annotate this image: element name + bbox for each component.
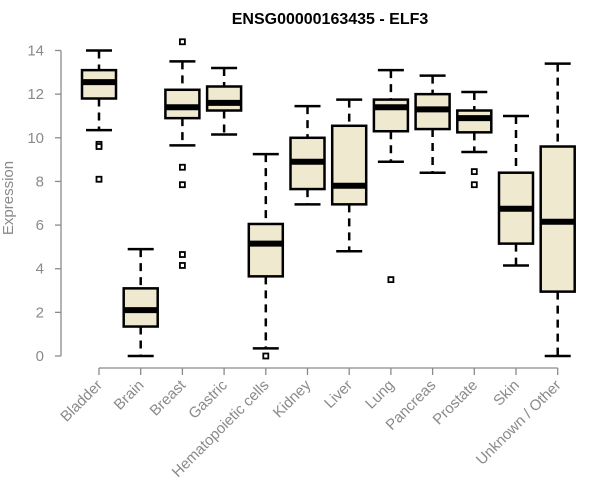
- box-pancreas: [414, 74, 451, 174]
- y-axis-label: Expression: [0, 161, 17, 235]
- y-tick-label: 4: [36, 261, 44, 278]
- box-liver: [330, 98, 368, 253]
- y-tick-label: 14: [27, 43, 44, 60]
- outlier-point: [387, 276, 395, 284]
- y-tick-label: 8: [36, 173, 44, 190]
- y-tick-label: 0: [36, 348, 44, 365]
- y-axis: 0 2 4 6 8 10 12 14: [27, 43, 62, 365]
- box-skin: [497, 114, 535, 267]
- box-hematopoietic-cells: [247, 152, 285, 360]
- x-tick-label: Brain: [111, 377, 148, 414]
- box-prostate: [456, 90, 493, 189]
- box-bladder: [80, 49, 118, 183]
- x-tick-label: Breast: [147, 376, 190, 419]
- y-tick-label: 12: [27, 86, 44, 103]
- x-tick-label: Prostate: [430, 377, 482, 429]
- boxes: [80, 38, 576, 360]
- box-breast: [164, 38, 201, 269]
- outlier-point: [178, 38, 186, 46]
- outlier-point: [95, 143, 103, 150]
- x-tick-label: Lung: [362, 377, 398, 413]
- x-tick-label: Skin: [490, 377, 523, 410]
- chart-title: ENSG00000163435 - ELF3: [232, 11, 429, 28]
- x-tick-label: Liver: [321, 377, 356, 412]
- iqr-box: [330, 124, 368, 206]
- iqr-box: [205, 85, 243, 112]
- x-tick-label: Kidney: [270, 376, 315, 421]
- box-gastric: [205, 66, 243, 136]
- iqr-box: [247, 222, 285, 278]
- outlier-point: [262, 352, 270, 360]
- outlier-point: [178, 181, 186, 189]
- box-brain: [122, 247, 159, 358]
- outlier-point: [470, 168, 478, 176]
- outlier-point: [95, 175, 103, 183]
- x-tick-label: Bladder: [57, 377, 106, 426]
- outlier-point: [178, 251, 186, 258]
- outlier-point: [470, 181, 478, 189]
- y-tick-label: 2: [36, 304, 44, 321]
- outlier-point: [178, 262, 186, 269]
- box-lung: [372, 68, 410, 284]
- y-tick-label: 10: [27, 130, 44, 147]
- box-kidney: [289, 104, 326, 206]
- box-unknown-other: [539, 62, 576, 358]
- y-tick-label: 6: [36, 217, 44, 234]
- iqr-box: [164, 88, 201, 120]
- outlier-point: [178, 163, 186, 171]
- iqr-box: [456, 109, 493, 134]
